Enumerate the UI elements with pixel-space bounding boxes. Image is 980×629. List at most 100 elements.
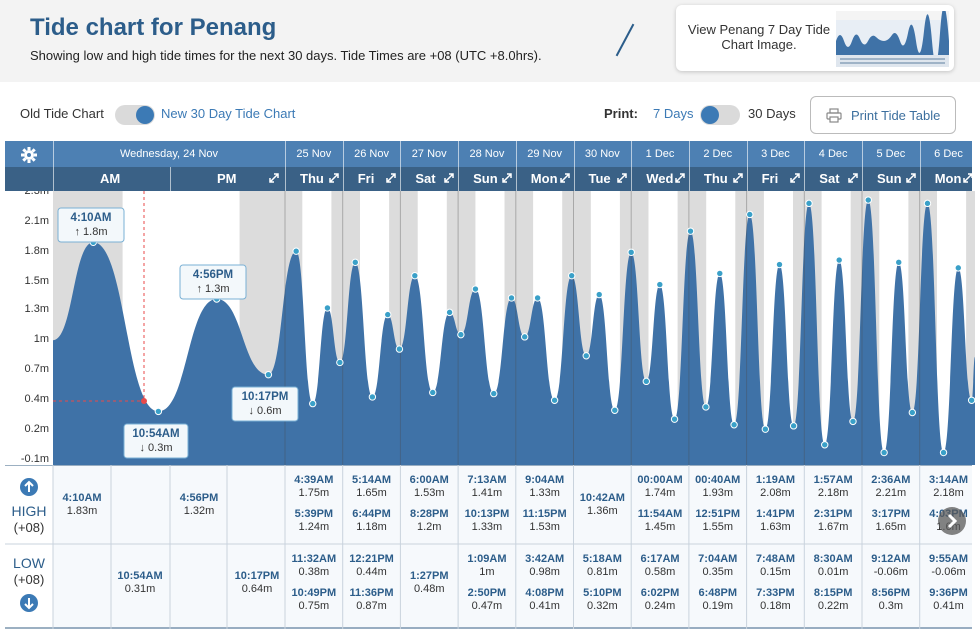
tide-extreme-point[interactable] <box>384 310 392 319</box>
expand-day-icon[interactable] <box>674 172 686 184</box>
tide-extreme-point[interactable] <box>730 421 738 429</box>
tide-extreme-point[interactable] <box>746 210 754 219</box>
tide-extreme-point[interactable] <box>864 196 872 204</box>
tide-extreme-point[interactable] <box>716 269 724 278</box>
day-weekday-header[interactable]: Fri <box>761 171 779 186</box>
tide-extreme-point[interactable] <box>154 407 163 416</box>
expand-day-icon[interactable] <box>559 172 571 184</box>
tide-extreme-point[interactable] <box>309 399 317 408</box>
tide-extreme-point[interactable] <box>670 415 679 423</box>
tide-extreme-point[interactable] <box>411 271 419 280</box>
tide-extreme-point[interactable] <box>656 280 664 289</box>
tide-extreme-point[interactable] <box>923 199 932 208</box>
tide-extreme-point[interactable] <box>490 389 498 398</box>
tide-image-card-text[interactable]: View Penang 7 Day Tide Chart Image. <box>687 22 831 52</box>
tide-extreme-point[interactable] <box>849 417 857 426</box>
tide-extreme-point[interactable] <box>789 422 798 430</box>
day-date-header[interactable]: 30 Nov <box>584 148 620 160</box>
tide-extreme-point[interactable] <box>533 294 542 302</box>
expand-today-icon[interactable] <box>268 172 280 184</box>
tide-extreme-point[interactable] <box>702 403 710 411</box>
tide-extreme-point[interactable] <box>550 396 559 404</box>
day-weekday-header[interactable]: Mon <box>934 171 962 186</box>
day-date-header[interactable]: 27 Nov <box>411 148 447 160</box>
tide-extreme-point[interactable] <box>368 393 377 401</box>
tide-extreme-point[interactable] <box>520 333 529 341</box>
tide-extreme-point[interactable] <box>471 285 480 293</box>
tide-extreme-point[interactable] <box>686 227 695 235</box>
day-date-header[interactable]: 29 Nov <box>527 148 563 160</box>
tide-chart-thumbnail[interactable] <box>836 11 949 67</box>
tide-extreme-point[interactable] <box>567 271 576 280</box>
tide-extreme-point[interactable] <box>351 258 359 267</box>
scroll-up-icon[interactable] <box>20 478 38 496</box>
day-weekday-header[interactable]: Thu <box>703 171 728 186</box>
expand-day-icon[interactable] <box>962 172 974 184</box>
next-arrow-button[interactable] <box>938 507 966 535</box>
expand-day-icon[interactable] <box>905 172 917 184</box>
day-date-header[interactable]: 3 Dec <box>761 148 790 160</box>
day-date-header[interactable]: 1 Dec <box>645 148 675 160</box>
print-30-days-option[interactable]: 30 Days <box>748 106 796 121</box>
tide-extreme-point[interactable] <box>835 256 843 264</box>
tide-extreme-point[interactable] <box>595 290 603 299</box>
day-weekday-header[interactable]: Wed <box>646 171 674 186</box>
tide-extreme-point[interactable] <box>908 408 917 417</box>
tide-extreme-point[interactable] <box>954 264 962 272</box>
tide-extreme-point[interactable] <box>611 406 619 414</box>
tide-extreme-point[interactable] <box>775 260 784 269</box>
tide-image-card[interactable]: View Penang 7 Day Tide Chart Image. <box>676 5 954 71</box>
tide-extreme-point[interactable] <box>445 308 454 317</box>
expand-day-icon[interactable] <box>385 172 397 184</box>
scroll-down-icon[interactable] <box>20 594 38 612</box>
tide-extreme-point[interactable] <box>627 248 635 256</box>
old-chart-label[interactable]: Old Tide Chart <box>20 106 104 121</box>
day-date-header[interactable]: 2 Dec <box>703 148 733 160</box>
chart-version-toggle[interactable] <box>115 105 155 125</box>
print-tide-table-label[interactable]: Print Tide Table <box>851 108 941 123</box>
tide-extreme-point[interactable] <box>507 294 516 302</box>
new-chart-label[interactable]: New 30 Day Tide Chart <box>161 106 296 121</box>
expand-day-icon[interactable] <box>732 172 744 184</box>
tide-extreme-point[interactable] <box>967 396 975 404</box>
tide-extreme-point[interactable] <box>323 304 332 312</box>
expand-day-icon[interactable] <box>847 172 859 184</box>
day-weekday-header[interactable]: Thu <box>300 171 324 186</box>
tide-extreme-point[interactable] <box>939 448 948 457</box>
day-weekday-header[interactable]: Fri <box>357 171 375 186</box>
tide-extreme-point[interactable] <box>805 199 813 208</box>
expand-day-icon[interactable] <box>443 172 455 184</box>
day-date-header[interactable]: 5 Dec <box>876 148 906 160</box>
expand-day-icon[interactable] <box>328 172 340 184</box>
day-date-header[interactable]: 25 Nov <box>296 148 332 160</box>
tide-chart[interactable]: 2.3m 2.1m 1.8m 1.5m 1.3m 1m 0.7m 0.4m 0.2m -0.1m 4… <box>0 191 975 465</box>
day-weekday-header[interactable]: Sun <box>877 171 902 186</box>
tide-extreme-point[interactable] <box>264 370 273 379</box>
day-date-header[interactable]: 28 Nov <box>469 148 505 160</box>
tide-extreme-point[interactable] <box>395 345 404 353</box>
tide-extreme-point[interactable] <box>582 352 590 360</box>
print-7-days-option[interactable]: 7 Days <box>653 106 694 121</box>
expand-day-icon[interactable] <box>616 172 628 184</box>
day-weekday-header[interactable]: Sat <box>819 171 840 186</box>
tide-extreme-point[interactable] <box>642 377 651 386</box>
expand-day-icon[interactable] <box>501 172 513 184</box>
print-range-toggle[interactable] <box>700 105 740 125</box>
print-tide-table-button[interactable]: Print Tide Table <box>810 96 956 134</box>
expand-day-icon[interactable] <box>789 172 801 184</box>
tide-extreme-point[interactable] <box>336 358 344 367</box>
tide-extreme-point[interactable] <box>895 258 903 267</box>
settings-gear-icon[interactable] <box>20 146 38 164</box>
tide-extreme-point[interactable] <box>457 330 465 339</box>
tide-extreme-point[interactable] <box>292 247 300 255</box>
day-weekday-header[interactable]: Tue <box>588 171 611 186</box>
day-date-header[interactable]: 6 Dec <box>934 148 963 160</box>
day-weekday-header[interactable]: Sat <box>415 171 436 186</box>
day-date-header[interactable]: 26 Nov <box>354 148 389 160</box>
tide-extreme-point[interactable] <box>880 448 888 457</box>
tide-extreme-point[interactable] <box>821 441 829 449</box>
day-weekday-header[interactable]: Sun <box>473 171 498 186</box>
day-weekday-header[interactable]: Mon <box>530 171 558 186</box>
tide-extreme-point[interactable] <box>761 425 770 433</box>
day-date-header[interactable]: 4 Dec <box>818 148 848 160</box>
